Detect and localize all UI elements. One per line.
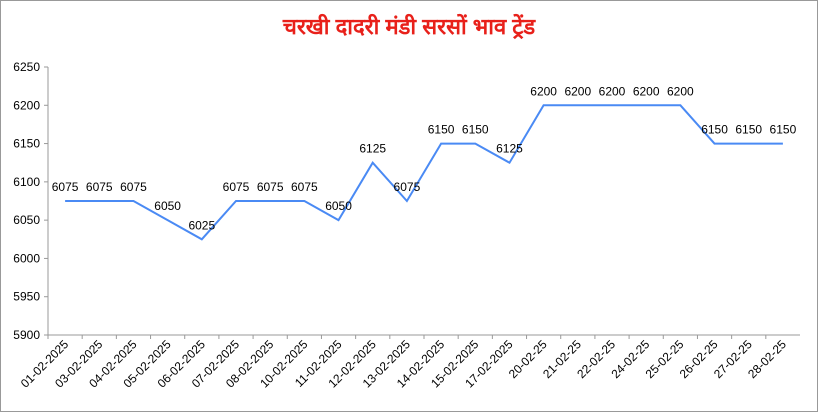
data-label: 6200 bbox=[667, 84, 694, 98]
data-label: 6150 bbox=[770, 123, 797, 137]
data-label: 6200 bbox=[564, 84, 591, 98]
data-label: 6050 bbox=[154, 199, 181, 213]
data-label: 6150 bbox=[701, 123, 728, 137]
data-label: 6075 bbox=[257, 180, 284, 194]
data-label: 6125 bbox=[496, 142, 523, 156]
data-label: 6075 bbox=[223, 180, 250, 194]
y-tick-label: 5950 bbox=[13, 290, 40, 304]
data-label: 6125 bbox=[359, 142, 386, 156]
data-label: 6150 bbox=[735, 123, 762, 137]
y-tick-label: 6200 bbox=[13, 98, 40, 112]
chart-title: चरखी दादरी मंडी सरसों भाव ट्रेंड bbox=[282, 13, 537, 40]
data-label: 6075 bbox=[394, 180, 421, 194]
data-label: 6150 bbox=[428, 123, 455, 137]
data-label: 6200 bbox=[633, 84, 660, 98]
data-line bbox=[65, 104, 783, 241]
data-label: 6075 bbox=[52, 180, 79, 194]
data-label: 6200 bbox=[530, 84, 557, 98]
data-label: 6075 bbox=[120, 180, 147, 194]
data-label: 6025 bbox=[188, 218, 215, 232]
data-label: 6200 bbox=[599, 84, 626, 98]
data-label: 6075 bbox=[86, 180, 113, 194]
y-tick-label: 6100 bbox=[13, 175, 40, 189]
y-tick-label: 6150 bbox=[13, 137, 40, 151]
data-label: 6075 bbox=[291, 180, 318, 194]
y-tick-label: 5900 bbox=[13, 328, 40, 342]
data-label: 6050 bbox=[325, 199, 352, 213]
y-tick-label: 6250 bbox=[13, 60, 40, 74]
data-label: 6150 bbox=[462, 123, 489, 137]
y-tick-label: 6050 bbox=[13, 213, 40, 227]
y-tick-label: 6000 bbox=[13, 251, 40, 265]
